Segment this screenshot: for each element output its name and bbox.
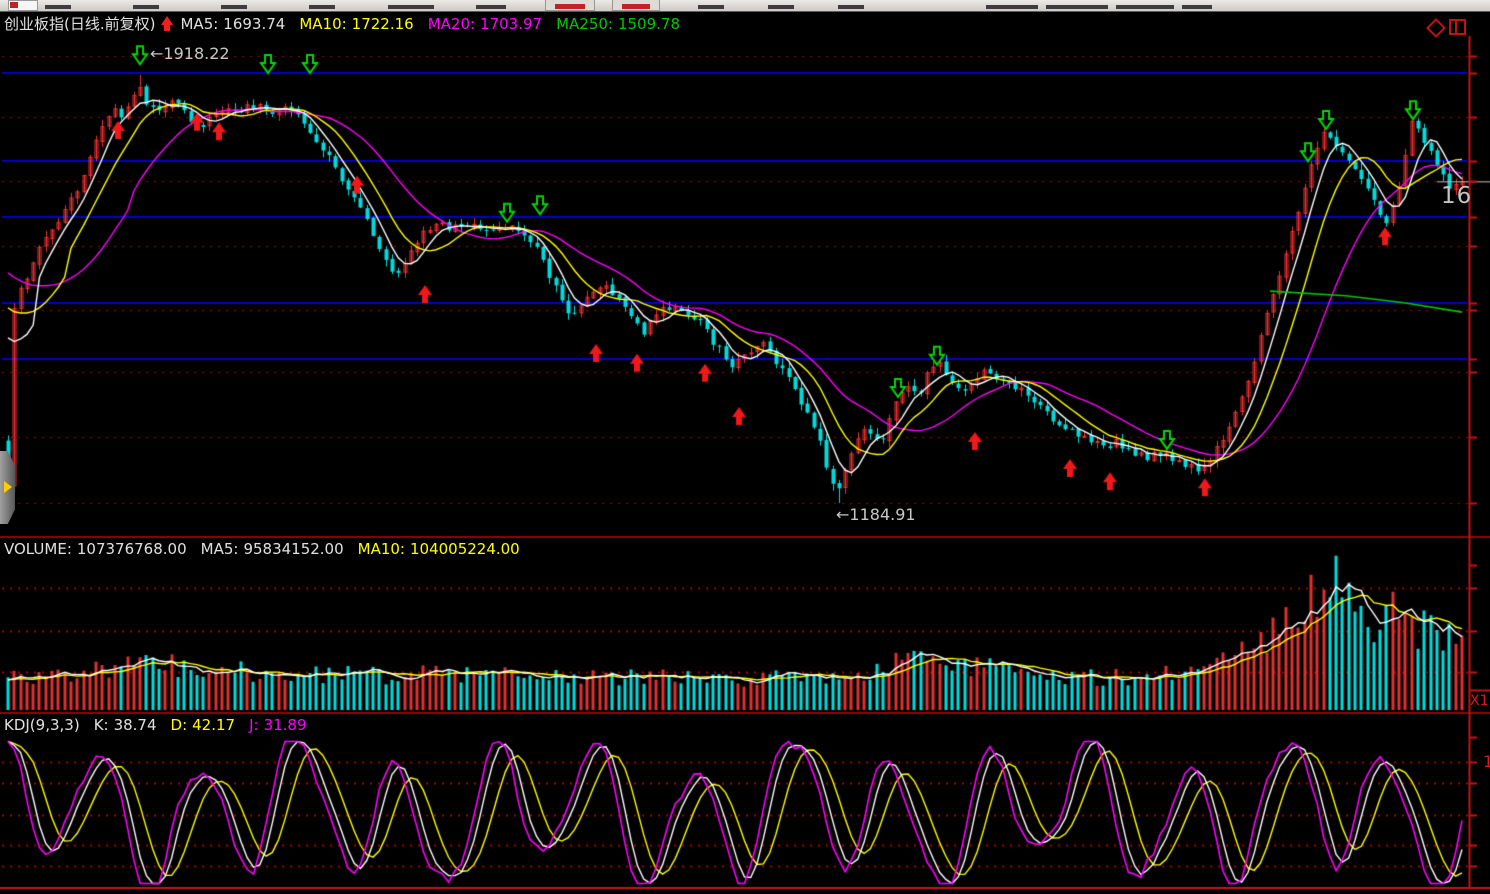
menu-item-clipped[interactable] — [309, 5, 335, 9]
menu-item-clipped[interactable] — [986, 5, 1038, 9]
kdj-title: KDJ(9,3,3) — [4, 716, 80, 734]
kdj-k-legend: K: 38.74 — [93, 716, 157, 734]
ma5-legend: MA5: 1693.74 — [180, 14, 286, 33]
menu-item-clipped[interactable] — [1046, 5, 1108, 9]
price-pane-title-row: 创业板指(日线.前复权) MA5: 1693.74 MA10: 1722.16 MA… — [4, 13, 694, 34]
ma10-legend: MA10: 1722.16 — [299, 14, 414, 33]
kdj-axis-label-clipped: 1 — [1483, 752, 1490, 771]
volume-ma10-legend: MA10: 104005224.00 — [357, 540, 520, 558]
app-logo-icon — [8, 0, 38, 11]
menu-item-clipped[interactable] — [388, 5, 434, 9]
volume-pane-title-row: VOLUME: 107376768.00 MA5: 95834152.00 MA10… — [4, 540, 534, 558]
menu-item-clipped[interactable] — [133, 5, 159, 9]
volume-legend: VOLUME: 107376768.00 — [4, 540, 187, 558]
menu-item-clipped[interactable] — [1116, 5, 1174, 9]
low-price-label: ←1184.91 — [836, 505, 916, 524]
menu-item-clipped[interactable] — [838, 5, 864, 9]
menu-button-red-text — [622, 4, 650, 9]
ma250-legend: MA250: 1509.78 — [556, 14, 680, 33]
menu-item-clipped[interactable] — [698, 5, 724, 9]
expand-arrow-icon — [4, 481, 12, 493]
sidebar-expand-tab[interactable] — [0, 451, 15, 524]
kdj-pane-title-row: KDJ(9,3,3) K: 38.74 D: 42.17 J: 31.89 — [4, 716, 321, 734]
volume-zoom-label: X1 — [1470, 693, 1489, 709]
top-menubar — [0, 0, 1490, 12]
kdj-j-legend: J: 31.89 — [249, 716, 307, 734]
menu-item-clipped[interactable] — [1182, 5, 1212, 9]
up-arrow-icon — [161, 16, 174, 31]
menu-button-clipped[interactable] — [545, 0, 595, 11]
high-price-label: ←1918.22 — [150, 44, 230, 63]
kdj-d-legend: D: 42.17 — [170, 716, 236, 734]
menu-item-clipped[interactable] — [768, 5, 794, 9]
menu-item-clipped[interactable] — [221, 5, 247, 9]
window-split-icon[interactable] — [1449, 19, 1466, 35]
last-price-tag: 16 — [1441, 183, 1473, 209]
menu-item-clipped[interactable] — [476, 5, 506, 9]
menu-button-clipped[interactable] — [612, 0, 660, 11]
menu-button-red-text — [555, 4, 585, 9]
ma20-legend: MA20: 1703.97 — [427, 14, 543, 33]
menu-item-clipped[interactable] — [45, 5, 71, 9]
volume-ma5-legend: MA5: 95834152.00 — [200, 540, 344, 558]
instrument-title: 创业板指(日线.前复权) — [4, 15, 156, 33]
